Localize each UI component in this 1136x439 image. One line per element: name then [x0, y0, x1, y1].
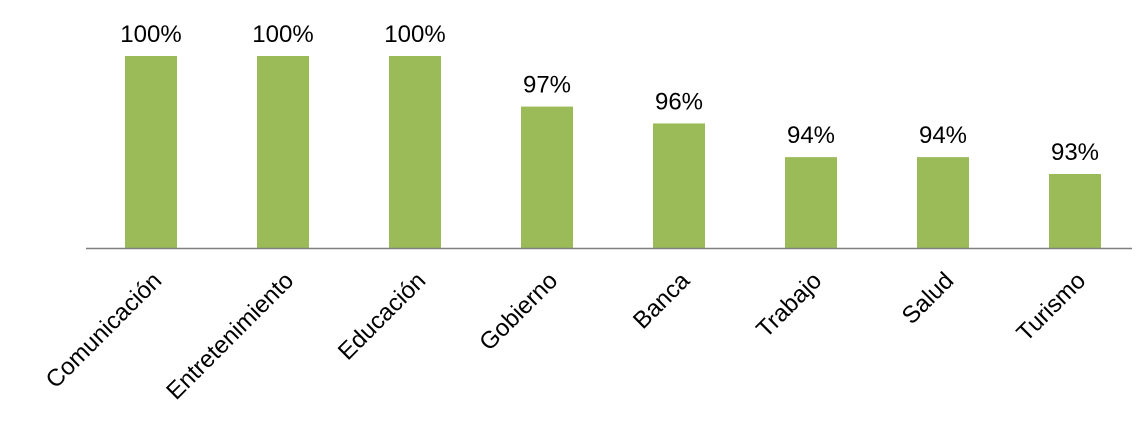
x-tick-label-3: Gobierno [474, 267, 563, 356]
data-label-6: 94% [919, 122, 967, 149]
bar-4 [653, 123, 705, 248]
bar-3 [521, 106, 573, 248]
x-tick-label-1: Entretenimiento [161, 267, 299, 405]
data-label-4: 96% [655, 88, 703, 115]
data-label-5: 94% [787, 122, 835, 149]
bars-group [125, 56, 1101, 248]
data-label-0: 100% [120, 21, 181, 48]
bar-5 [785, 157, 837, 248]
x-tick-label-0: Comunicación [41, 267, 168, 394]
bar-6 [917, 157, 969, 248]
x-tick-label-4: Banca [628, 267, 696, 335]
data-labels-group: 100% 100% 100% 97% 96% 94% 94% 93% [120, 21, 1099, 166]
x-tick-label-6: Salud [897, 267, 960, 330]
data-label-7: 93% [1051, 139, 1099, 166]
bar-7 [1049, 174, 1101, 248]
x-tick-label-2: Educación [333, 267, 431, 365]
data-label-1: 100% [252, 21, 313, 48]
bar-0 [125, 56, 177, 248]
x-tick-label-5: Trabajo [751, 267, 827, 343]
bar-1 [257, 56, 309, 248]
data-label-2: 100% [384, 21, 445, 48]
data-label-3: 97% [523, 72, 571, 99]
x-tick-label-7: Turismo [1011, 267, 1091, 347]
bar-2 [389, 56, 441, 248]
